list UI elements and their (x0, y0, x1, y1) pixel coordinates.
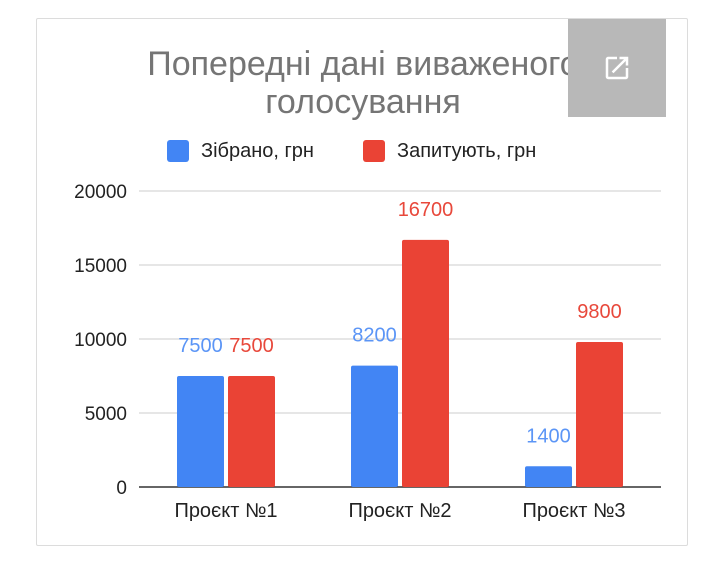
bar-chart-plot: 0 5000 10000 15000 20000 7500 7500 Проєкт №1 820… (74, 182, 661, 522)
open-in-new-icon (605, 56, 629, 80)
data-label: 7500 (229, 335, 274, 357)
bar (525, 466, 572, 487)
chart-title-line-1: Попередні дані виваженого (147, 45, 579, 83)
chart-legend: Зібрано, грн Запитують, грн (37, 137, 689, 165)
legend-swatch-requested (363, 140, 385, 162)
x-category-label: Проєкт №1 (174, 500, 277, 522)
bar (351, 365, 398, 487)
legend-item-collected: Зібрано, грн (167, 137, 314, 165)
legend-item-requested: Запитують, грн (363, 137, 536, 165)
y-tick-label: 15000 (74, 256, 127, 277)
bar (402, 239, 449, 487)
x-category-label: Проєкт №3 (522, 500, 625, 522)
data-label: 1400 (526, 425, 571, 447)
y-tick-label: 0 (116, 478, 127, 499)
chart-title: Попередні дані виваженого голосування (37, 45, 689, 121)
data-label: 8200 (352, 325, 397, 347)
data-label: 16700 (398, 199, 454, 221)
bar (576, 341, 623, 487)
bar (177, 376, 224, 487)
data-label: 9800 (577, 301, 622, 323)
y-tick-label: 10000 (74, 330, 127, 351)
bar (228, 376, 275, 487)
legend-label-collected: Зібрано, грн (201, 139, 314, 162)
x-category-label: Проєкт №2 (348, 500, 451, 522)
chart-card: Попередні дані виваженого голосування Зі… (36, 18, 688, 546)
y-tick-label: 20000 (74, 182, 127, 203)
legend-label-requested: Запитують, грн (397, 139, 537, 162)
open-in-new-button[interactable] (568, 19, 666, 117)
data-label: 7500 (178, 335, 223, 357)
y-tick-label: 5000 (85, 404, 127, 425)
chart-title-line-2: голосування (265, 83, 461, 121)
legend-swatch-collected (167, 140, 189, 162)
